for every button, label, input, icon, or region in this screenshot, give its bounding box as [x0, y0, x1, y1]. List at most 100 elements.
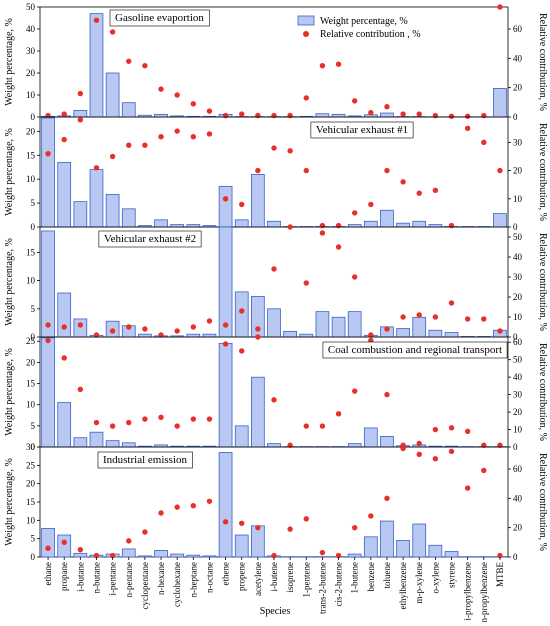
- left-tick-label: 10: [26, 90, 36, 100]
- bar-1-butene: [347, 311, 362, 338]
- x-tick-label-cis-2-butene: cis-2-butene: [334, 562, 344, 606]
- left-tick-label: 30: [26, 442, 36, 452]
- bar-styrene: [444, 551, 459, 558]
- dot-n-butane: [93, 552, 100, 559]
- dot-ethane: [45, 545, 51, 551]
- left-tick-label: 25: [26, 336, 36, 346]
- dot-i-butene: [271, 397, 277, 403]
- dot-ethane: [45, 150, 51, 157]
- right-tick-label: 0: [513, 442, 518, 452]
- right-tick-label: 30: [513, 137, 523, 147]
- dot-benzene: [368, 201, 374, 208]
- left-tick-label: 0: [31, 222, 36, 232]
- dot-i-pentane: [109, 423, 116, 429]
- dot-n-pentane: [126, 538, 132, 544]
- x-tick-label-benzene: benzene: [366, 562, 376, 591]
- dot-toluene: [384, 391, 390, 398]
- bar-toluene: [380, 112, 394, 118]
- dot-toluene: [384, 104, 390, 110]
- bar-ethene: [218, 226, 233, 338]
- dot-trans-2-butene: [319, 230, 326, 236]
- bar-propene: [234, 291, 249, 338]
- dot-propene: [239, 520, 245, 526]
- right-tick-label: 20: [513, 523, 523, 533]
- panel-title-group: Coal combustion and regional transport: [322, 341, 508, 359]
- x-tick-label-n-heptane: n-heptane: [188, 562, 198, 597]
- dot-n-propylbenzene: [481, 316, 487, 322]
- dot-trans-2-butene: [319, 62, 326, 69]
- dot-n-hexane: [158, 86, 164, 92]
- right-tick-label: 10: [513, 312, 523, 322]
- dot-n-hexane: [158, 414, 164, 421]
- right-tick-label: 0: [513, 332, 518, 342]
- bar-isoprene: [283, 330, 297, 338]
- bar-1-pentene: [299, 333, 314, 338]
- left-tick-label: 10: [26, 276, 36, 286]
- x-tick-label-i-propylbenzene: i-propylbenzene: [463, 562, 473, 620]
- dot-n-heptane: [190, 101, 197, 107]
- right-tick-label: 60: [513, 24, 523, 34]
- dot-cis-2-butene: [335, 222, 342, 229]
- right-tick-label: 30: [513, 390, 523, 400]
- dot-acetylene: [255, 524, 261, 531]
- right-tick-label: 60: [513, 337, 523, 347]
- dot-n-octane: [206, 318, 213, 324]
- dot-n-propylbenzene: [481, 467, 487, 474]
- dot-ethane: [45, 112, 51, 119]
- panel-title: Gasoline evaportion: [115, 12, 204, 24]
- bar-propene: [234, 534, 249, 558]
- bar-n-pentane: [121, 442, 136, 448]
- dot-cis-2-butene: [335, 411, 342, 417]
- bar-n-butane: [89, 431, 104, 448]
- x-tick-label-1-butene: 1-butene: [350, 562, 360, 594]
- panel-title-group: Vehicular exhaust #1: [310, 121, 414, 139]
- dot-1-pentene: [303, 280, 309, 286]
- dot-n-octane: [206, 131, 213, 137]
- bar-m-p-xylene: [412, 523, 427, 558]
- y-axis-label-left: Weight percentage, %: [4, 458, 15, 546]
- bar-benzene: [363, 427, 378, 448]
- bar-ethylbenzene: [396, 222, 410, 228]
- dot-propane: [61, 324, 67, 330]
- dot-cyclopentane: [142, 62, 148, 69]
- bar-acetylene: [251, 376, 265, 448]
- dot-ethane: [45, 322, 51, 328]
- left-tick-label: 15: [26, 150, 36, 160]
- panel-title: Vehicular exhaust #1: [316, 124, 408, 136]
- dot-n-heptane: [190, 502, 197, 509]
- dot-isoprene: [287, 526, 293, 532]
- y-axis-label-right: Relative contribution, %: [537, 453, 548, 551]
- dot-ethylbenzene: [400, 445, 406, 452]
- bar-i-butane: [73, 318, 88, 338]
- bar-o-xylene: [428, 544, 443, 558]
- dot-n-octane: [206, 108, 213, 114]
- dot-n-octane: [206, 498, 213, 504]
- dot-cis-2-butene: [335, 244, 342, 250]
- dot-1-pentene: [303, 516, 309, 522]
- dot-propane: [61, 111, 67, 117]
- panel-2: 0 5 10 15 20 0 10 20 30 Weight percentage, % Relat…: [4, 116, 548, 232]
- legend-bar-label: Weight percentage, %: [320, 16, 408, 27]
- bar-1-butene: [347, 553, 362, 558]
- dot-styrene: [448, 222, 455, 229]
- dot-styrene: [448, 113, 455, 119]
- bar-m-p-xylene: [412, 220, 427, 228]
- dot-benzene: [368, 332, 374, 338]
- dot-cyclohexane: [174, 504, 180, 510]
- x-tick-label-1-pentene: 1-pentene: [301, 562, 311, 597]
- bar-i-butane: [73, 552, 88, 558]
- panel-title-box: [310, 121, 414, 139]
- legend: Weight percentage, % Relative contributio…: [297, 15, 421, 40]
- dot-m-p-xylene: [416, 451, 422, 458]
- right-tick-label: 20: [513, 292, 523, 302]
- dot-propene: [239, 111, 245, 117]
- dot-cyclohexane: [174, 92, 180, 98]
- dot-styrene: [448, 448, 455, 455]
- dot-trans-2-butene: [319, 423, 326, 429]
- dot-n-butane: [93, 419, 100, 426]
- bar-cis-2-butene: [331, 316, 346, 338]
- dot-propane: [61, 539, 67, 546]
- x-tick-label-m-p-xylene: m-p-xylene: [414, 562, 424, 603]
